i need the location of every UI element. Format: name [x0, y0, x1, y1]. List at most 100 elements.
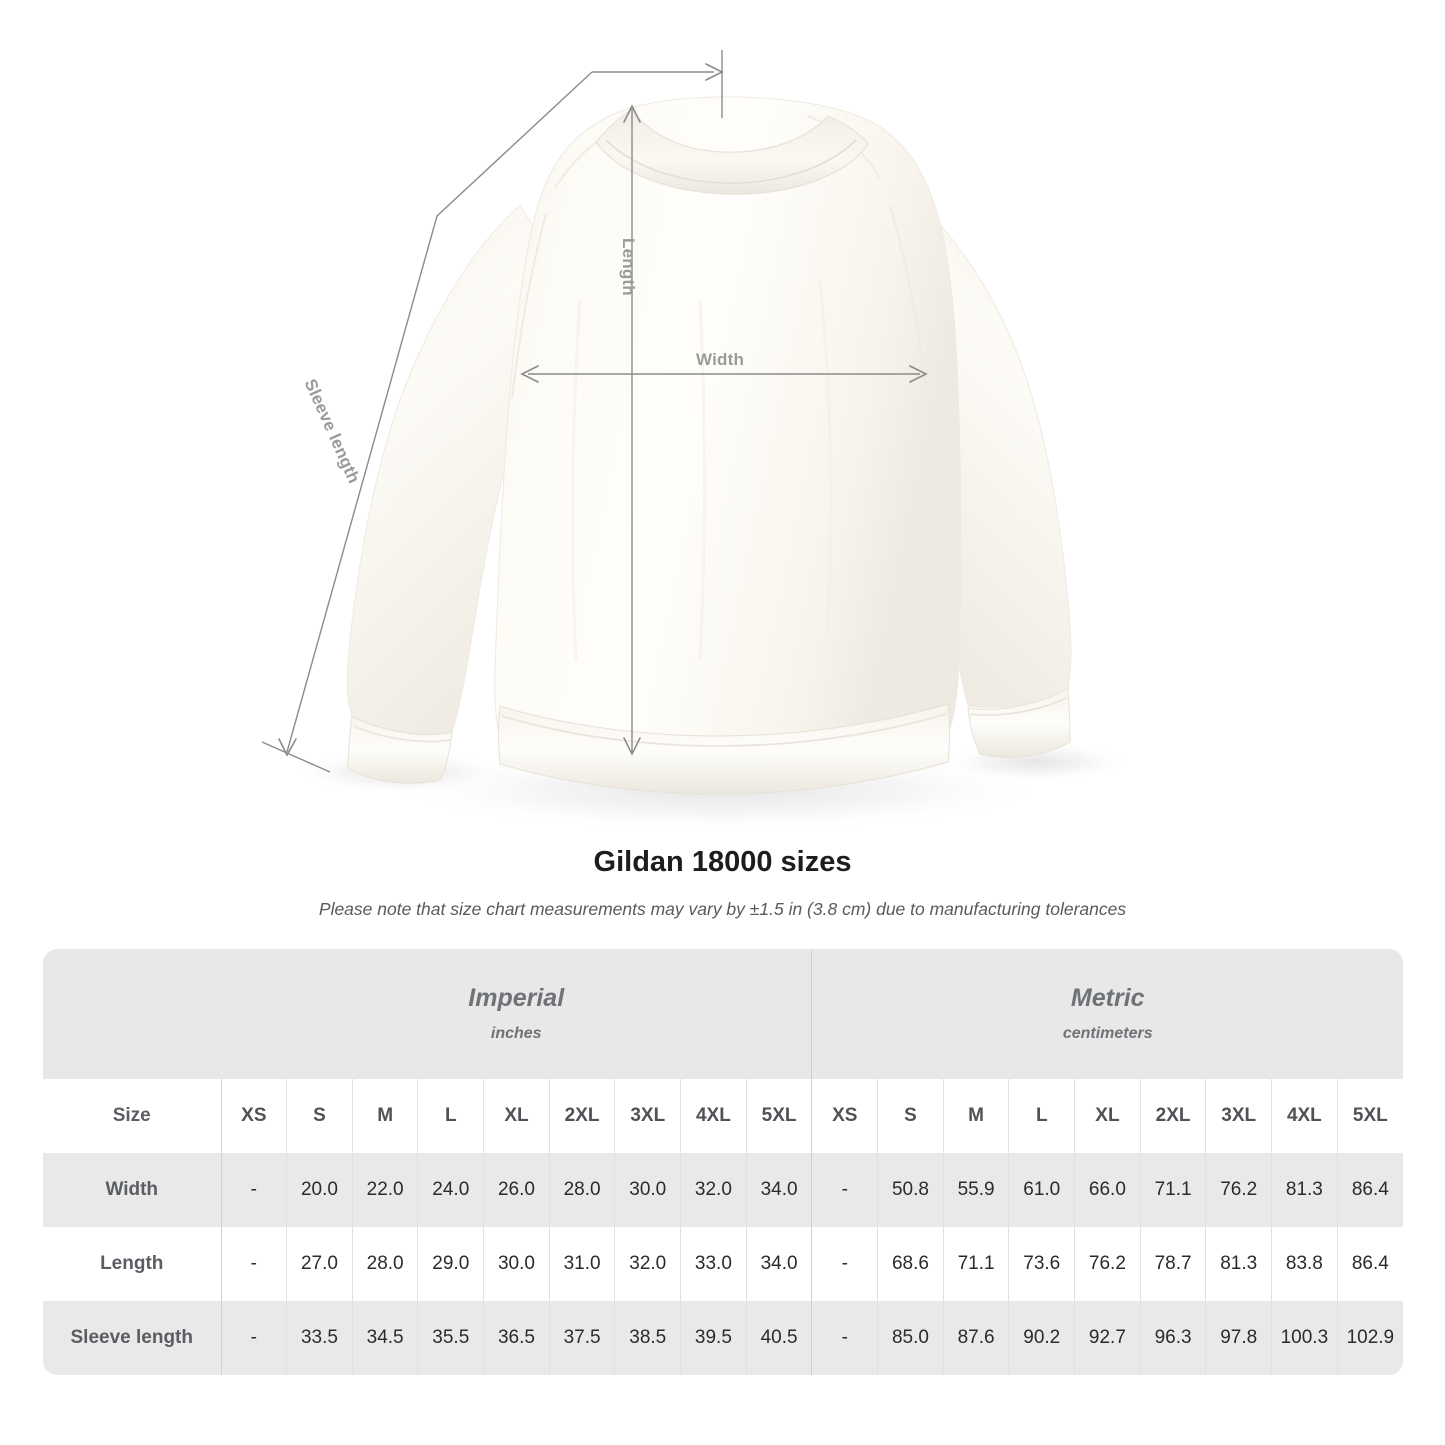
cell-sleeve-length-metric-xs: -	[811, 1301, 879, 1375]
column-header-imperial-4xl: 4XL	[680, 1079, 747, 1153]
cell-length-metric-l: 73.6	[1008, 1227, 1076, 1301]
cell-width-imperial-m: 22.0	[352, 1153, 419, 1227]
table-row-size-header: Size XS S M L XL 2XL 3XL 4XL 5XL XS S M L XL 2XL 3XL 4XL 5…	[43, 1079, 1403, 1153]
row-label-sleeve-length: Sleeve length	[43, 1301, 222, 1375]
cell-length-imperial-xl: 30.0	[483, 1227, 550, 1301]
title-block: Gildan 18000 sizes Please note that size…	[0, 845, 1445, 921]
tolerance-note: Please note that size chart measurements…	[318, 898, 1127, 919]
cell-sleeve-length-metric-3xl: 97.8	[1205, 1301, 1273, 1375]
column-header-metric-l: L	[1008, 1079, 1076, 1153]
left-cuff-seam	[353, 725, 451, 743]
column-header-metric-s: S	[877, 1079, 944, 1153]
cell-width-metric-4xl: 81.3	[1271, 1153, 1338, 1227]
arrowheads	[278, 63, 928, 757]
column-header-metric-xl: XL	[1074, 1079, 1141, 1153]
column-header-metric-m: M	[943, 1079, 1010, 1153]
cell-width-metric-s: 50.8	[877, 1153, 944, 1227]
size-table-body: Size XS S M L XL 2XL 3XL 4XL 5XL XS S M L XL 2XL 3XL 4XL 5…	[43, 1079, 1403, 1375]
fabric-fold-2	[818, 279, 833, 651]
column-header-metric-3xl: 3XL	[1205, 1079, 1273, 1153]
width-arrow-right	[909, 365, 928, 383]
table-row: Length -27.0 28.0 29.0 30.0 31.0 32.0 33.0 34.0-…	[43, 1227, 1403, 1301]
cell-sleeve-length-imperial-m: 34.5	[352, 1301, 419, 1375]
cell-width-imperial-l: 24.0	[417, 1153, 485, 1227]
row-label-size: Size	[43, 1079, 222, 1153]
measurement-lines	[261, 50, 920, 773]
column-header-imperial-l: L	[417, 1079, 485, 1153]
cell-width-imperial-s: 20.0	[286, 1153, 353, 1227]
cell-width-imperial-xl: 26.0	[483, 1153, 550, 1227]
cell-width-metric-xl: 66.0	[1074, 1153, 1141, 1227]
cell-width-metric-xs: -	[811, 1153, 879, 1227]
column-header-metric-2xl: 2XL	[1140, 1079, 1207, 1153]
unit-sub-metric: centimeters	[1062, 1024, 1153, 1042]
cell-width-metric-l: 61.0	[1008, 1153, 1076, 1227]
cell-sleeve-length-imperial-l: 35.5	[417, 1301, 485, 1375]
column-header-metric-5xl: 5XL	[1337, 1079, 1403, 1153]
unit-sub-imperial: inches	[490, 1024, 542, 1042]
cell-sleeve-length-metric-s: 85.0	[877, 1301, 944, 1375]
size-table: Imperial inches Metric centimeters Size X…	[43, 949, 1403, 1375]
cell-length-imperial-xs: -	[221, 1227, 288, 1301]
right-cuff-seam	[969, 697, 1067, 716]
cell-length-imperial-3xl: 32.0	[614, 1227, 682, 1301]
hem-waistband	[498, 703, 950, 795]
cell-sleeve-length-imperial-3xl: 38.5	[614, 1301, 682, 1375]
right-armhole-seam	[889, 205, 927, 393]
cell-sleeve-length-metric-m: 87.6	[943, 1301, 1010, 1375]
cell-sleeve-length-imperial-xs: -	[221, 1301, 288, 1375]
cell-length-metric-xs: -	[811, 1227, 879, 1301]
cell-width-metric-2xl: 71.1	[1140, 1153, 1207, 1227]
cell-width-imperial-xs: -	[221, 1153, 288, 1227]
cell-sleeve-length-metric-2xl: 96.3	[1140, 1301, 1207, 1375]
garment-diagram: Length Width Sleeve length	[261, 50, 1130, 832]
sweatshirt-body	[494, 96, 962, 767]
column-header-imperial-2xl: 2XL	[549, 1079, 616, 1153]
hem-seam	[501, 713, 947, 747]
unit-banner-spacer	[43, 949, 221, 1079]
collar-inner-line	[605, 139, 857, 184]
sleeve-arrow-right	[705, 63, 724, 81]
cell-length-metric-2xl: 78.7	[1140, 1227, 1207, 1301]
cell-length-imperial-m: 28.0	[352, 1227, 419, 1301]
cell-width-imperial-2xl: 28.0	[549, 1153, 616, 1227]
unit-name-metric: Metric	[1070, 984, 1145, 1013]
column-header-metric-4xl: 4XL	[1271, 1079, 1338, 1153]
cell-length-imperial-l: 29.0	[417, 1227, 485, 1301]
size-table-container: Imperial inches Metric centimeters Size X…	[43, 949, 1403, 1375]
cell-length-metric-5xl: 86.4	[1337, 1227, 1403, 1301]
cell-sleeve-length-imperial-5xl: 40.5	[746, 1301, 813, 1375]
length-dimension-label: Length	[619, 238, 638, 296]
fabric-fold-3	[571, 299, 582, 661]
left-armhole-seam	[511, 213, 547, 399]
cell-sleeve-length-imperial-2xl: 37.5	[549, 1301, 616, 1375]
cell-sleeve-length-imperial-4xl: 39.5	[680, 1301, 747, 1375]
unit-banner-row: Imperial inches Metric centimeters	[43, 949, 1403, 1079]
width-dimension-label: Width	[696, 350, 745, 369]
column-header-imperial-3xl: 3XL	[614, 1079, 682, 1153]
cell-length-metric-m: 71.1	[943, 1227, 1010, 1301]
cell-width-metric-5xl: 86.4	[1337, 1153, 1403, 1227]
unit-name-imperial: Imperial	[468, 984, 565, 1013]
cell-length-metric-3xl: 81.3	[1205, 1227, 1273, 1301]
column-header-imperial-5xl: 5XL	[746, 1079, 813, 1153]
cell-width-metric-3xl: 76.2	[1205, 1153, 1273, 1227]
sleeve-end-tick-bottom	[261, 741, 331, 773]
row-label-length: Length	[43, 1227, 222, 1301]
sweatshirt-illustration	[261, 50, 1130, 832]
row-label-width: Width	[43, 1153, 222, 1227]
unit-banner-imperial: Imperial inches	[221, 949, 813, 1079]
column-header-imperial-s: S	[286, 1079, 353, 1153]
cell-sleeve-length-metric-xl: 92.7	[1074, 1301, 1141, 1375]
table-row: Sleeve length -33.5 34.5 35.5 36.5 37.5 38.5 39…	[43, 1301, 1403, 1375]
cell-length-metric-4xl: 83.8	[1271, 1227, 1338, 1301]
cell-width-imperial-5xl: 34.0	[746, 1153, 813, 1227]
cell-sleeve-length-imperial-xl: 36.5	[483, 1301, 550, 1375]
fabric-fold-1	[698, 299, 706, 661]
cell-length-imperial-5xl: 34.0	[746, 1227, 813, 1301]
cell-sleeve-length-metric-l: 90.2	[1008, 1301, 1076, 1375]
page-title: Gildan 18000 sizes	[593, 846, 852, 878]
cell-sleeve-length-imperial-s: 33.5	[286, 1301, 353, 1375]
cell-length-imperial-4xl: 33.0	[680, 1227, 747, 1301]
